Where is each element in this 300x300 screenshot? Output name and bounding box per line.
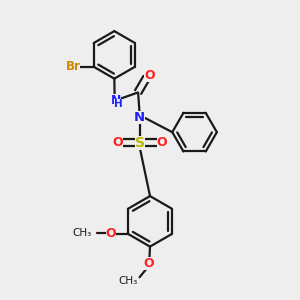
Text: CH₃: CH₃ bbox=[72, 228, 92, 239]
Text: O: O bbox=[112, 136, 123, 149]
Text: S: S bbox=[135, 136, 145, 150]
Text: O: O bbox=[144, 70, 155, 83]
Text: O: O bbox=[157, 136, 167, 149]
Text: O: O bbox=[143, 257, 154, 270]
Text: H: H bbox=[114, 99, 123, 109]
Text: CH₃: CH₃ bbox=[118, 276, 137, 286]
Text: N: N bbox=[134, 111, 145, 124]
Text: N: N bbox=[111, 94, 121, 107]
Text: O: O bbox=[106, 227, 116, 240]
Text: Br: Br bbox=[65, 60, 80, 73]
